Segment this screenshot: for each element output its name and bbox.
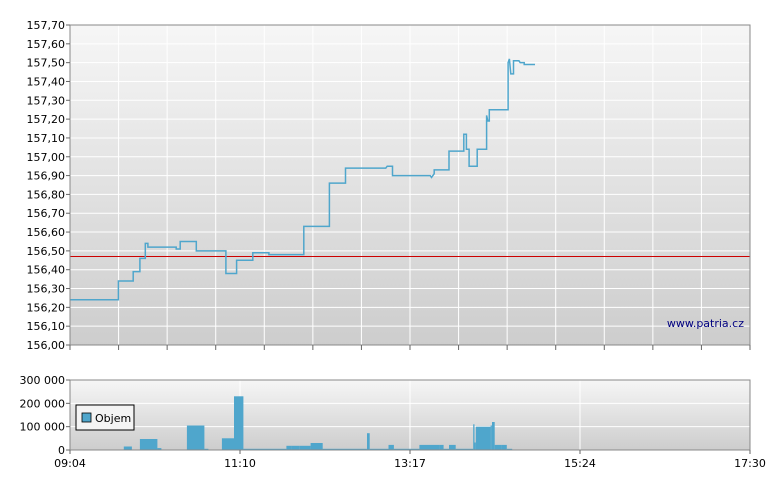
volume-x-axis: 09:04 11:10 13:17 15:24 17:30: [54, 450, 766, 470]
volume-bar: [492, 422, 495, 450]
price-y-tick-label: 157,10: [27, 132, 66, 145]
watermark: www.patria.cz: [667, 317, 744, 330]
volume-bar: [369, 448, 389, 450]
volume-y-tick-label: 300 000: [20, 374, 66, 387]
price-y-tick-label: 156,40: [27, 264, 66, 277]
volume-bar: [204, 448, 209, 450]
volume-bar: [221, 438, 234, 450]
volume-y-tick-label: 100 000: [20, 421, 66, 434]
price-y-tick-label: 157,30: [27, 94, 66, 107]
volume-x-tick-label: 15:24: [564, 457, 596, 470]
volume-bar: [449, 444, 456, 450]
volume-bar: [234, 396, 244, 450]
price-y-tick-label: 157,20: [27, 113, 66, 126]
volume-bar: [139, 439, 158, 450]
price-y-tick-label: 157,70: [27, 19, 66, 32]
volume-bar: [506, 448, 513, 450]
volume-bar: [474, 442, 476, 450]
price-y-tick-label: 157,00: [27, 151, 66, 164]
volume-bar: [388, 444, 394, 450]
volume-bar: [455, 448, 474, 450]
volume-bar: [494, 444, 502, 450]
volume-bar: [490, 425, 492, 450]
volume-y-tick-label: 0: [58, 444, 65, 457]
volume-bar: [439, 444, 444, 450]
volume-bar: [157, 448, 162, 450]
volume-bar: [475, 426, 491, 450]
price-y-tick-label: 156,60: [27, 226, 66, 239]
price-y-tick-label: 157,50: [27, 57, 66, 70]
price-y-tick-label: 156,30: [27, 283, 66, 296]
price-x-axis: [69, 345, 751, 350]
volume-x-tick-label: 09:04: [54, 457, 86, 470]
price-y-tick-label: 156,70: [27, 207, 66, 220]
volume-bar: [322, 448, 367, 450]
price-y-tick-label: 156,90: [27, 170, 66, 183]
price-y-tick-label: 156,20: [27, 301, 66, 314]
volume-bar: [299, 445, 311, 450]
price-y-tick-label: 157,40: [27, 75, 66, 88]
volume-bars: [123, 396, 513, 450]
volume-bar: [186, 425, 205, 450]
price-y-tick-label: 156,50: [27, 245, 66, 258]
volume-bar: [286, 445, 292, 450]
price-line: [70, 58, 535, 301]
volume-bar: [443, 448, 449, 450]
volume-bar: [473, 424, 475, 450]
volume-bar: [427, 444, 440, 450]
price-y-tick-label: 156,00: [27, 339, 66, 352]
volume-bar: [367, 433, 370, 450]
volume-bar: [243, 448, 287, 450]
price-y-axis: 157,70 157,60 157,50 157,40 157,30 157,20 157,…: [27, 19, 70, 352]
price-y-tick-label: 156,10: [27, 320, 66, 333]
volume-x-tick-label: 17:30: [734, 457, 766, 470]
volume-bar: [393, 448, 420, 450]
volume-bar: [501, 444, 507, 450]
volume-y-tick-label: 200 000: [20, 397, 66, 410]
volume-bar: [419, 444, 428, 450]
volume-panel: 300 000 200 000 100 000 0 09:04 11:10 13:17 15…: [20, 374, 766, 470]
price-y-tick-label: 156,80: [27, 188, 66, 201]
volume-x-tick-label: 13:17: [394, 457, 426, 470]
legend-label: Objem: [95, 412, 131, 425]
volume-x-tick-label: 11:10: [224, 457, 256, 470]
price-grid: [70, 25, 750, 345]
legend-swatch: [81, 412, 92, 423]
volume-bar: [310, 443, 323, 450]
price-y-tick-label: 157,60: [27, 38, 66, 51]
price-panel: 157,70 157,60 157,50 157,40 157,30 157,20 157,…: [27, 19, 751, 352]
volume-legend: Objem: [75, 404, 135, 431]
volume-y-axis: 300 000 200 000 100 000 0: [20, 374, 70, 457]
volume-bar: [123, 446, 132, 450]
volume-bar: [291, 445, 300, 450]
